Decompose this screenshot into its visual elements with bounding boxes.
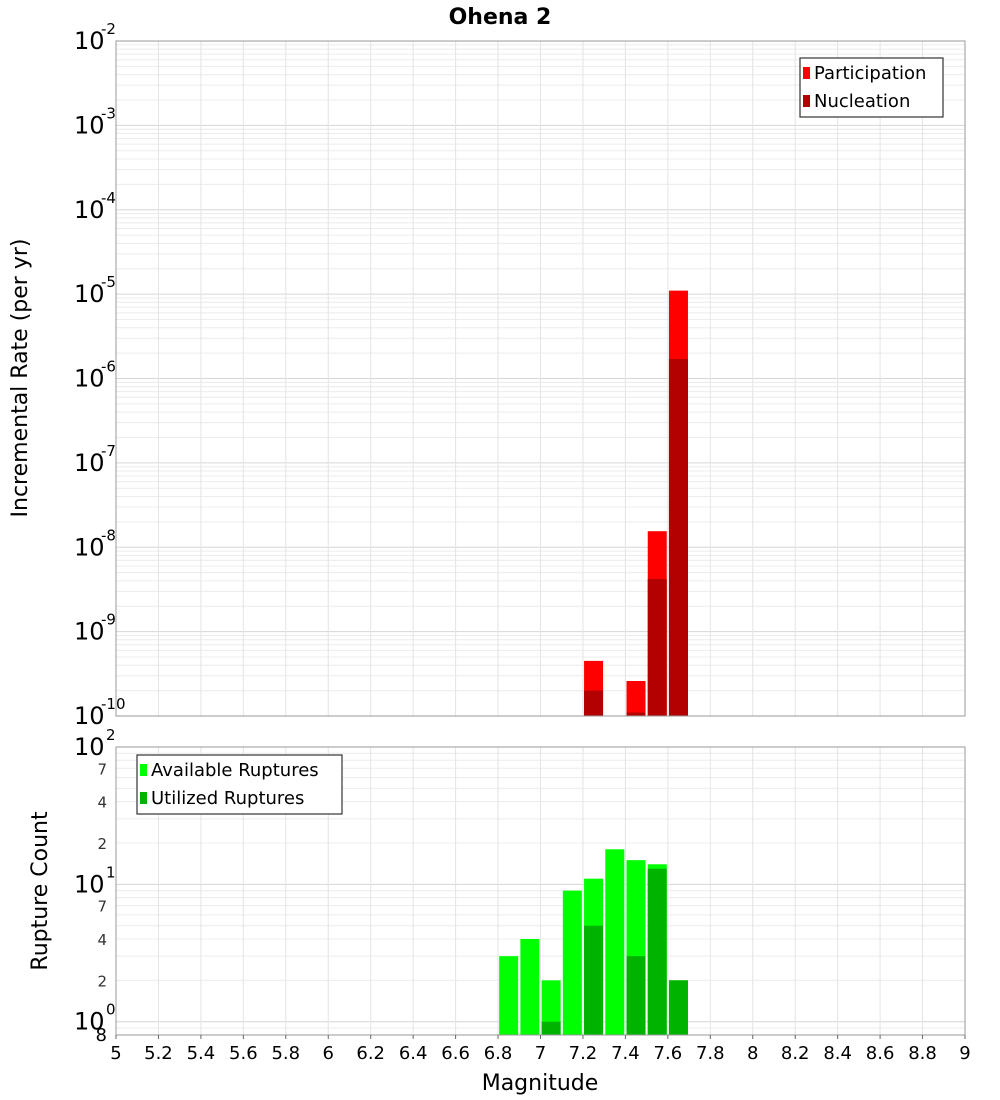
y-tick-exponent: -7 — [101, 442, 116, 460]
y-minor-tick-label: 7 — [97, 898, 107, 916]
utilized-bar — [584, 925, 604, 1035]
y-tick-label: 10 — [74, 27, 105, 55]
top-y-axis-label: Incremental Rate (per yr) — [8, 239, 33, 518]
y-tick-label: 10 — [74, 533, 105, 561]
y-tick-label: 10 — [74, 733, 105, 761]
x-tick-label: 6.8 — [484, 1043, 513, 1064]
legend-swatch-available — [140, 764, 147, 776]
y-tick-label: 10 — [74, 280, 105, 308]
x-ticks: 5 5.2 5.4 5.6 5.8 6 6.2 6.4 6.6 6.8 7 7.2 7.4 7.6 7.8 8… — [110, 1035, 971, 1064]
y-tick-label: 10 — [74, 1008, 105, 1036]
top-y-ticks: 10-210-310-410-510-610-710-810-910-10 — [74, 20, 126, 730]
y-tick-label: 10 — [74, 870, 105, 898]
y-tick-exponent: -3 — [101, 104, 116, 122]
legend-label-utilized: Utilized Ruptures — [151, 788, 304, 809]
nucleation-bar — [647, 579, 667, 716]
y-tick-label: 10 — [74, 365, 105, 393]
nucleation-bar — [626, 712, 646, 716]
legend-label-nucleation: Nucleation — [814, 91, 910, 112]
y-tick-exponent: -5 — [101, 273, 116, 291]
bottom-y-axis-label: Rupture Count — [28, 811, 53, 971]
legend-label-available: Available Ruptures — [151, 760, 319, 781]
x-tick-label: 7.2 — [569, 1043, 598, 1064]
x-tick-label: 6.2 — [356, 1043, 385, 1064]
y-tick-label: 10 — [74, 111, 105, 139]
top-legend: Participation Nucleation — [799, 57, 944, 118]
y-tick-exponent: 1 — [106, 863, 116, 881]
x-tick-label: 5.6 — [229, 1043, 258, 1064]
y-minor-tick-label: 2 — [97, 835, 107, 853]
y-tick-label: 10 — [74, 449, 105, 477]
utilized-bar — [647, 868, 667, 1035]
y-tick-label: 10 — [74, 618, 105, 646]
bottom-legend-box — [136, 754, 343, 815]
top-plot-area — [115, 40, 966, 717]
y-minor-tick-label: 8 — [96, 1025, 107, 1046]
x-axis-label: Magnitude — [482, 1071, 599, 1096]
x-tick-label: 5.2 — [144, 1043, 173, 1064]
x-tick-label: 6.4 — [399, 1043, 428, 1064]
legend-swatch-utilized — [140, 792, 147, 804]
utilized-bar — [668, 980, 688, 1035]
y-minor-tick-label: 2 — [97, 972, 107, 990]
available-bar — [562, 890, 582, 1035]
available-bar — [605, 849, 625, 1035]
x-tick-label: 5.4 — [187, 1043, 216, 1064]
y-minor-tick-label: 4 — [97, 931, 107, 949]
top-gridlines — [115, 41, 966, 717]
y-tick-exponent: 0 — [106, 1001, 116, 1019]
x-tick-label: 9 — [959, 1043, 970, 1064]
chart-title: Ohena 2 — [449, 5, 552, 30]
utilized-bar — [626, 956, 646, 1035]
available-bar — [541, 980, 561, 1035]
utilized-bar — [541, 1021, 561, 1035]
participation-bar — [626, 680, 646, 716]
y-minor-tick-label: 7 — [97, 760, 107, 778]
y-tick-exponent: -2 — [101, 20, 116, 38]
y-tick-exponent: 2 — [106, 726, 116, 744]
bottom-gridlines — [115, 746, 966, 1036]
y-tick-exponent: -8 — [101, 526, 116, 544]
bottom-legend: Available Ruptures Utilized Ruptures — [136, 754, 343, 815]
x-tick-label: 7.6 — [654, 1043, 683, 1064]
y-tick-exponent: -9 — [101, 611, 116, 629]
x-tick-label: 7 — [535, 1043, 546, 1064]
top-bars — [584, 290, 688, 716]
x-tick-label: 6 — [323, 1043, 334, 1064]
legend-label-participation: Participation — [814, 63, 926, 84]
y-tick-exponent: -10 — [101, 695, 126, 713]
x-tick-label: 8.4 — [823, 1043, 852, 1064]
top-legend-box — [799, 57, 944, 118]
bottom-bars — [499, 849, 688, 1035]
y-minor-tick-label: 4 — [97, 794, 107, 812]
y-tick-exponent: -6 — [101, 358, 116, 376]
available-bar — [499, 956, 519, 1035]
y-tick-exponent: -4 — [101, 189, 116, 207]
legend-swatch-participation — [803, 67, 810, 79]
legend-swatch-nucleation — [803, 95, 810, 107]
y-tick-label: 10 — [74, 196, 105, 224]
x-tick-label: 5 — [110, 1043, 121, 1064]
x-tick-label: 7.8 — [696, 1043, 725, 1064]
available-bar — [520, 939, 540, 1035]
nucleation-bar — [584, 690, 604, 716]
x-tick-label: 8.2 — [781, 1043, 810, 1064]
x-tick-label: 5.8 — [271, 1043, 300, 1064]
y-tick-label: 10 — [74, 702, 105, 730]
nucleation-bar — [668, 359, 688, 716]
x-tick-label: 6.6 — [441, 1043, 470, 1064]
x-tick-label: 8 — [747, 1043, 758, 1064]
x-tick-label: 8.6 — [866, 1043, 895, 1064]
x-tick-label: 7.4 — [611, 1043, 640, 1064]
x-tick-label: 8.8 — [908, 1043, 937, 1064]
